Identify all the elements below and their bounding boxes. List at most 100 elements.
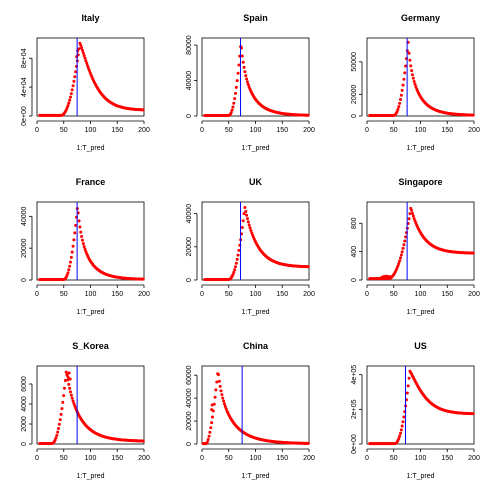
data-point [233, 97, 237, 101]
y-tick-label: 0 [186, 278, 193, 282]
y-tick-label: 4e+05 [351, 365, 358, 385]
y-tick-label: 0e+00 [351, 434, 358, 454]
y-tick-label: 4e+04 [21, 77, 28, 97]
panel-singapore: Singapore 0 50 100 150 200 1:T_pred 0 400 800 [351, 177, 480, 316]
panel-s-korea: S_Korea 0 50 100 150 200 1:T_pred 0 2000 4000 6000 [21, 341, 150, 480]
x-axis-label: 1:T_pred [76, 145, 104, 152]
x-tick-label: 150 [441, 291, 453, 298]
x-tick-label: 50 [390, 127, 398, 134]
data-point [397, 437, 401, 441]
data-point [410, 211, 414, 215]
data-point [306, 113, 310, 117]
data-point [408, 58, 412, 62]
x-tick-label: 150 [111, 455, 123, 462]
data-point [82, 54, 86, 58]
data-point [71, 244, 75, 248]
data-point [237, 248, 241, 252]
data-point [400, 424, 404, 428]
data-point [79, 43, 83, 47]
data-point [65, 273, 69, 277]
data-point [68, 98, 72, 102]
data-point [209, 426, 213, 430]
data-point [221, 396, 225, 400]
data-point [68, 386, 72, 390]
data-point [411, 76, 415, 80]
data-point [403, 71, 407, 75]
data-point [210, 403, 214, 407]
x-axis-label: 1:T_pred [241, 145, 269, 152]
x-tick-label: 50 [60, 291, 68, 298]
data-point [206, 438, 210, 442]
y-tick-label: 20000 [186, 411, 193, 431]
data-point [55, 433, 59, 437]
y-tick-label: 6000 [21, 376, 28, 392]
data-point [59, 412, 63, 416]
panel-title: Italy [81, 13, 99, 23]
y-tick-label: 60000 [186, 365, 193, 385]
x-tick-label: 100 [250, 455, 262, 462]
y-tick-label: 50000 [351, 52, 358, 72]
y-tick-label: 0e+00 [21, 106, 28, 126]
data-point [236, 71, 240, 75]
data-point [240, 226, 244, 230]
x-tick-label: 50 [225, 291, 233, 298]
data-point [412, 217, 416, 221]
data-point [79, 230, 83, 234]
data-point [76, 49, 80, 53]
data-point [69, 92, 73, 96]
data-point [216, 373, 220, 377]
data-point [246, 220, 250, 224]
y-tick-label: 40000 [186, 71, 193, 91]
plot-box [366, 365, 475, 445]
data-point [404, 235, 408, 239]
data-point [220, 393, 224, 397]
data-point [410, 208, 414, 212]
x-tick-label: 200 [468, 455, 480, 462]
data-point [210, 415, 214, 419]
x-tick-label: 0 [200, 127, 204, 134]
data-point [241, 60, 245, 64]
x-axis-label: 1:T_pred [406, 309, 434, 316]
x-tick-label: 100 [85, 291, 97, 298]
data-point [400, 88, 404, 92]
x-tick-label: 100 [415, 291, 427, 298]
data-point [80, 46, 84, 50]
data-point [241, 219, 245, 223]
data-point [67, 382, 71, 386]
y-tick-label: 20000 [186, 237, 193, 257]
data-point [77, 47, 81, 51]
x-tick-label: 100 [250, 291, 262, 298]
data-point [398, 98, 402, 102]
data-point [407, 51, 411, 55]
plot-box [366, 37, 475, 117]
y-tick-label: 0 [351, 278, 358, 282]
panel-spain: Spain 0 50 100 150 200 1:T_pred 0 40000 80000 [186, 13, 315, 152]
data-point [66, 271, 70, 275]
x-tick-label: 200 [138, 455, 150, 462]
data-point [66, 104, 70, 108]
x-tick-label: 200 [303, 455, 315, 462]
data-point [250, 231, 254, 235]
data-point [80, 48, 84, 52]
data-point [244, 74, 248, 78]
data-point [75, 55, 79, 59]
panel-uk: UK 0 50 100 150 200 1:T_pred 0 20000 40000 [186, 177, 315, 316]
data-point [223, 404, 227, 408]
data-point [398, 434, 402, 438]
data-point [84, 59, 88, 63]
data-point [71, 84, 75, 88]
data-point [398, 259, 402, 263]
data-point [236, 253, 240, 257]
data-point [245, 213, 249, 217]
data-point [54, 436, 58, 440]
y-tick-label: 800 [351, 217, 358, 229]
x-tick-label: 150 [276, 291, 288, 298]
data-point [408, 212, 412, 216]
x-tick-label: 0 [200, 455, 204, 462]
x-tick-label: 200 [303, 127, 315, 134]
x-tick-label: 50 [390, 455, 398, 462]
data-point [80, 234, 84, 238]
data-point [409, 64, 413, 68]
data-point [247, 223, 251, 227]
data-point [235, 79, 239, 83]
